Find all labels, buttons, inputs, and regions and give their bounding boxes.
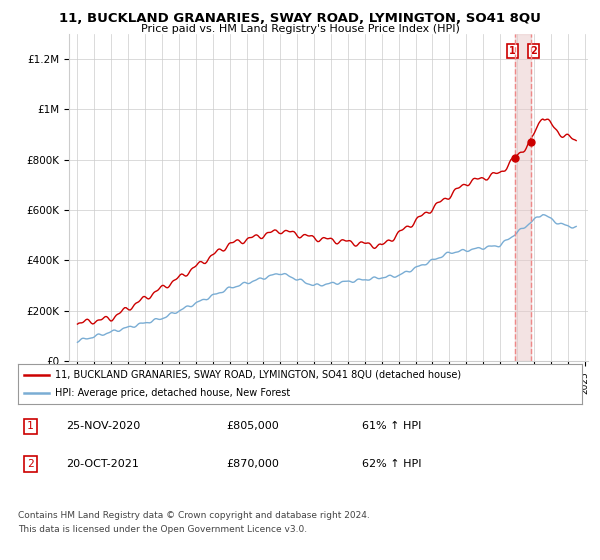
Bar (515, 34, 530, 361)
Text: HPI: Average price, detached house, New Forest: HPI: Average price, detached house, New … (55, 389, 290, 398)
Text: £805,000: £805,000 (227, 422, 280, 431)
Text: Price paid vs. HM Land Registry's House Price Index (HPI): Price paid vs. HM Land Registry's House … (140, 24, 460, 34)
Text: Contains HM Land Registry data © Crown copyright and database right 2024.: Contains HM Land Registry data © Crown c… (18, 511, 370, 520)
Text: 11, BUCKLAND GRANARIES, SWAY ROAD, LYMINGTON, SO41 8QU: 11, BUCKLAND GRANARIES, SWAY ROAD, LYMIN… (59, 12, 541, 25)
Text: 2: 2 (530, 46, 537, 56)
Text: 11, BUCKLAND GRANARIES, SWAY ROAD, LYMINGTON, SO41 8QU (detached house): 11, BUCKLAND GRANARIES, SWAY ROAD, LYMIN… (55, 370, 461, 380)
Text: 25-NOV-2020: 25-NOV-2020 (66, 422, 140, 431)
Text: 2: 2 (27, 459, 34, 469)
Text: This data is licensed under the Open Government Licence v3.0.: This data is licensed under the Open Gov… (18, 525, 307, 534)
Text: 61% ↑ HPI: 61% ↑ HPI (362, 422, 421, 431)
Text: 62% ↑ HPI: 62% ↑ HPI (362, 459, 422, 469)
Text: £870,000: £870,000 (227, 459, 280, 469)
Text: 20-OCT-2021: 20-OCT-2021 (66, 459, 139, 469)
Text: 1: 1 (509, 46, 515, 56)
Text: 1: 1 (27, 422, 34, 431)
